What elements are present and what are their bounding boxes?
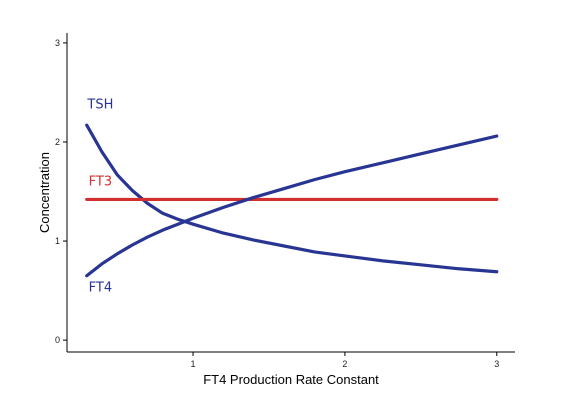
x-tick-label: 2 [342,359,347,369]
x-tick-label: 3 [494,359,499,369]
ticks: 0 1 2 3 1 2 3 [55,38,499,369]
y-axis-title: Concentration [37,152,52,233]
y-tick-label: 2 [55,137,60,147]
series-label-tsh: TSH [86,97,113,112]
x-tick-label: 1 [191,359,196,369]
y-tick-label: 1 [55,236,60,246]
series-label-ft4: FT4 [89,281,112,296]
series-labels: TSH FT3 FT4 [86,97,113,295]
series-line-ft4 [85,134,499,278]
series-group [85,123,499,278]
x-axis-title: FT4 Production Rate Constant [203,372,379,387]
series-line-tsh [85,123,499,274]
y-tick-label: 3 [55,38,60,48]
axes [66,33,515,353]
y-tick-label: 0 [55,335,60,345]
series-label-ft3: FT3 [89,175,112,190]
